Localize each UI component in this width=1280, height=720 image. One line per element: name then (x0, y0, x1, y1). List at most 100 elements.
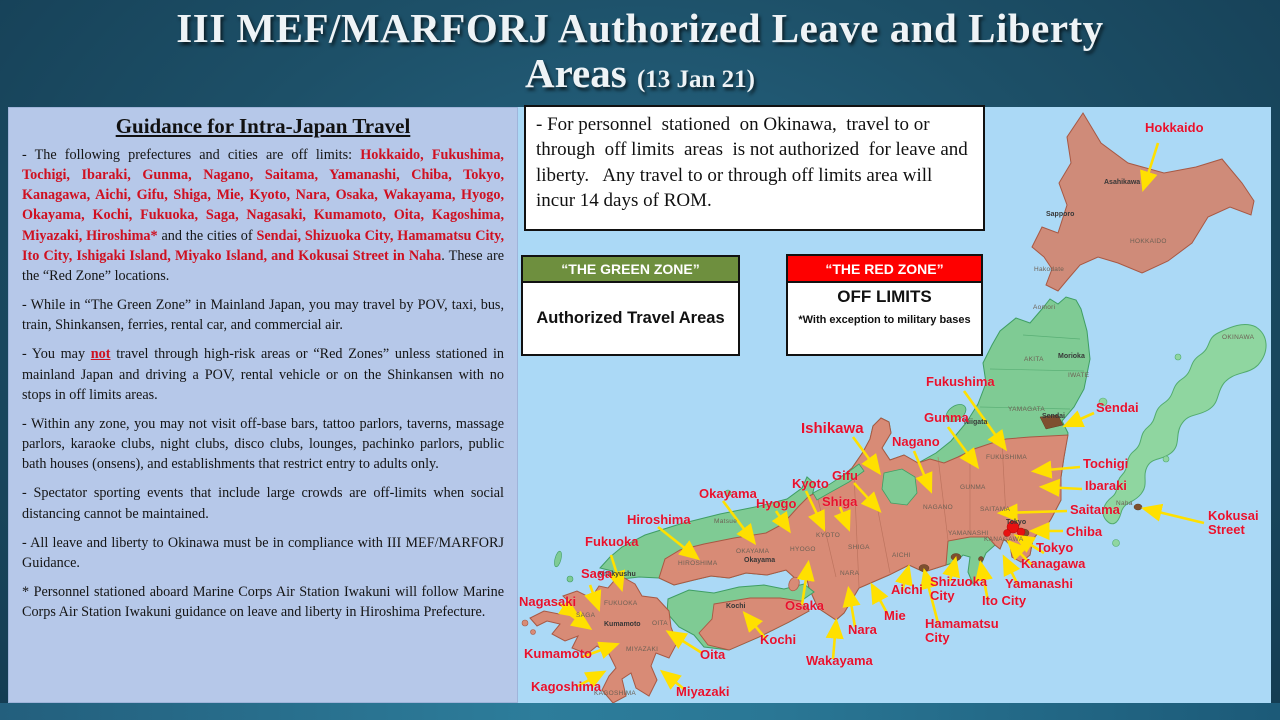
okinawa-note-box: - For personnel stationed on Okinawa, tr… (524, 105, 985, 231)
slide-title-line2: Areas (13 Jan 21) (524, 50, 756, 97)
basemap-label: OKAYAMA (736, 548, 770, 555)
patch-naha-kokusai (1133, 503, 1143, 511)
basemap-label: AKITA (1024, 356, 1044, 363)
map-label-sendai: Sendai (1096, 400, 1139, 415)
region-sado (945, 404, 967, 422)
red-zone-box: “THE RED ZONE” OFF LIMITS *With exceptio… (786, 254, 983, 356)
basemap-label: KAGOSHIMA (594, 690, 637, 697)
map-label-tochigi: Tochigi (1083, 456, 1129, 471)
guidance-paragraph-6: - All leave and liberty to Okinawa must … (22, 534, 504, 571)
guidance-heading: Guidance for Intra-Japan Travel (115, 114, 411, 138)
map-label-nagano: Nagano (892, 434, 940, 449)
guidance-paragraph-1: - The following prefectures and cities a… (22, 147, 504, 284)
map-arrow-fukushima (962, 390, 1008, 452)
region-awaji (788, 576, 800, 592)
green-zone-body: Authorized Travel Areas (521, 283, 740, 356)
map-arrow-nara (842, 585, 861, 628)
map-label-hokkaido: Hokkaido (1145, 120, 1204, 135)
basemap-label: GUNMA (960, 484, 986, 491)
callout-arrows (557, 142, 1205, 691)
red-zone-body: OFF LIMITS *With exception to military b… (786, 283, 983, 356)
map-label-hyogo: Hyogo (756, 496, 797, 511)
map-label-kochi: Kochi (760, 632, 797, 647)
basemap-label: FUKUOKA (604, 600, 638, 607)
map-label-fukuoka: Fukuoka (585, 534, 639, 549)
map-arrow-oita (665, 630, 703, 655)
red-zone-exception: *With exception to military bases (798, 314, 971, 326)
map-arrow-ito-city (975, 559, 993, 602)
red-zone-off-limits: OFF LIMITS (837, 287, 932, 306)
slide-title-line1: III MEF/MARFORJ Authorized Leave and Lib… (176, 5, 1104, 51)
region-okinawa (1102, 324, 1267, 525)
map-label-kyoto: Kyoto (792, 476, 829, 491)
map-arrow-gifu (853, 482, 882, 513)
map-label-kagoshima: Kagoshima (531, 679, 602, 694)
guidance-paragraph-7: * Personnel stationed aboard Marine Corp… (22, 583, 504, 621)
region-okinawa-isle-1 (1098, 397, 1108, 407)
basemap-label: Sendai (1042, 413, 1065, 420)
basemap-label: Morioka (1058, 353, 1085, 360)
basemap-label: HIROSHIMA (678, 560, 718, 567)
basemap-label: IWATE (1068, 372, 1090, 379)
basemap-label: Matsue (714, 518, 738, 525)
map-arrow-tochigi (1030, 460, 1081, 479)
region-goto-2 (530, 629, 536, 635)
map-arrow-ibaraki (1038, 478, 1083, 497)
map-label-nara: Nara (848, 622, 877, 637)
map-arrow-kumamoto (581, 641, 620, 659)
basemap-label: NAGANO (923, 504, 953, 511)
map-arrow-hiroshima (657, 525, 701, 561)
basemap-label: Asahikawa (1104, 179, 1141, 186)
basemap-label: OITA (652, 620, 668, 627)
map-arrow-kyoto (804, 490, 826, 532)
map-label-ito-city: Ito City (982, 593, 1027, 608)
map-label-ibaraki: Ibaraki (1085, 478, 1127, 493)
green-zone-box: “THE GREEN ZONE” Authorized Travel Areas (521, 255, 740, 356)
map-label-chiba: Chiba (1066, 524, 1103, 539)
map-arrow-wakayama (825, 617, 844, 660)
basemap-label: HYOGO (790, 546, 816, 553)
map-label-gifu: Gifu (832, 468, 858, 483)
guidance-paragraph-5: - Spectator sporting events that include… (22, 485, 504, 522)
map-label-tokyo: Tokyo (1036, 540, 1074, 555)
guidance-paragraphs: - The following prefectures and cities a… (22, 145, 504, 622)
patch-shizuoka-city (950, 553, 962, 561)
map-label-hamamatsu-city: Hamamatsu City (925, 616, 999, 646)
slide-title-date: (13 Jan 21) (636, 66, 756, 94)
guidance-paragraph-3: - You may not travel through high-risk a… (22, 346, 505, 403)
green-zone-header: “THE GREEN ZONE” (521, 255, 740, 283)
basemap-label: NARA (840, 570, 860, 577)
map-label-yamanashi: Yamanashi (1005, 576, 1073, 591)
map-arrow-shiga (833, 506, 851, 532)
basemap-label: FUKUSHIMA (986, 454, 1027, 461)
map-arrow-hyogo (771, 510, 791, 534)
region-hokkaido (1031, 112, 1255, 292)
basemap-label: KYOTO (816, 532, 841, 539)
basemap-label: Kumamoto (604, 621, 641, 628)
map-label-saga: Saga (581, 566, 613, 581)
map-arrow-okayama (721, 500, 757, 546)
basemap-label: MIYAZAKI (626, 646, 659, 653)
map-label-okayama: Okayama (699, 486, 757, 501)
basemap-label: SAITAMA (980, 506, 1011, 513)
region-okinawa-isle-4 (1174, 353, 1182, 361)
map-label-gunma: Gunma (924, 410, 969, 425)
basemap-label: KANAGAWA (984, 536, 1024, 543)
basemap-label: OKINAWA (1222, 334, 1255, 341)
map-label-mie: Mie (884, 608, 906, 623)
map-arrow-mie (870, 582, 890, 616)
region-toyama-green (881, 468, 918, 506)
basemap-label: YAMANASHI (948, 530, 989, 537)
map-label-kumamoto: Kumamoto (524, 646, 592, 661)
map-arrow-hamamatsu-city (920, 567, 940, 624)
map-arrow-osaka (796, 559, 815, 606)
japan-map-svg (521, 112, 1267, 703)
map-label-shiga: Shiga (822, 494, 858, 509)
map-arrow-saitama (996, 503, 1068, 522)
basemap-label: Niigata (964, 419, 988, 426)
map-label-oita: Oita (700, 647, 726, 662)
map-label-osaka: Osaka (785, 598, 825, 613)
basemap-label: Tokyo (1006, 519, 1027, 526)
map-label-fukushima: Fukushima (926, 374, 995, 389)
